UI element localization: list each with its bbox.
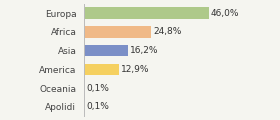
- Bar: [84, 26, 151, 38]
- Bar: [84, 7, 209, 19]
- Text: 16,2%: 16,2%: [130, 46, 158, 55]
- Text: 12,9%: 12,9%: [121, 65, 150, 74]
- Text: 24,8%: 24,8%: [153, 27, 182, 36]
- Text: 0,1%: 0,1%: [87, 102, 109, 111]
- Text: 0,1%: 0,1%: [87, 84, 109, 93]
- Bar: [84, 64, 119, 75]
- Bar: [84, 45, 128, 56]
- Text: 46,0%: 46,0%: [211, 9, 239, 18]
